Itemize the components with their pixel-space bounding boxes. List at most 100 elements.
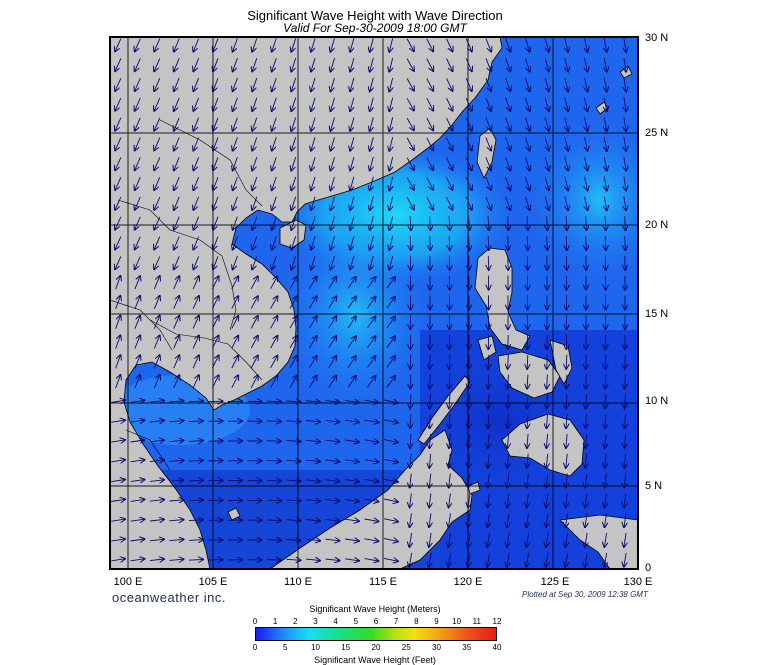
wave-arrow bbox=[410, 513, 412, 527]
wave-arrow bbox=[134, 276, 140, 290]
wave-arrow bbox=[266, 480, 281, 481]
wave-arrow bbox=[311, 97, 316, 111]
wave-arrow bbox=[233, 236, 238, 249]
wave-arrow bbox=[134, 336, 140, 349]
wave-arrow bbox=[111, 460, 125, 462]
wave-arrow bbox=[174, 157, 180, 170]
wave-arrow bbox=[389, 216, 392, 230]
wave-arrow bbox=[350, 137, 354, 150]
wave-arrow bbox=[604, 117, 607, 131]
wave-arrow bbox=[624, 117, 626, 131]
wave-arrow bbox=[169, 421, 184, 422]
wave-arrow bbox=[272, 117, 277, 131]
wave-arrow bbox=[508, 374, 509, 389]
wave-arrow bbox=[585, 533, 587, 547]
wave-arrow bbox=[364, 479, 379, 481]
wave-arrow bbox=[566, 394, 567, 408]
wave-arrow bbox=[192, 276, 199, 290]
wave-arrow bbox=[135, 196, 141, 210]
wave-arrow bbox=[565, 552, 567, 567]
wave-arrow bbox=[266, 520, 281, 521]
wave-arrow bbox=[565, 176, 568, 191]
wave-arrow bbox=[625, 414, 626, 428]
wave-arrow bbox=[468, 552, 470, 567]
wave-arrow bbox=[624, 552, 626, 567]
wave-arrow bbox=[111, 499, 125, 501]
wave-arrow bbox=[291, 255, 297, 269]
high-wave-zone-east bbox=[530, 120, 638, 280]
wave-arrow bbox=[252, 196, 258, 210]
wave-arrow bbox=[149, 500, 164, 502]
wave-arrow bbox=[624, 57, 626, 72]
wave-arrow bbox=[266, 540, 281, 541]
wave-arrow bbox=[545, 77, 549, 91]
wave-arrow bbox=[115, 38, 122, 52]
wave-arrow bbox=[213, 236, 219, 250]
wave-arrow bbox=[469, 414, 470, 428]
wave-arrow bbox=[350, 57, 354, 71]
wave-arrow bbox=[174, 236, 180, 250]
wave-arrow bbox=[389, 137, 392, 151]
wave-arrow bbox=[586, 354, 587, 369]
wave-arrow bbox=[469, 374, 470, 389]
wave-arrow bbox=[328, 277, 337, 289]
wave-arrow bbox=[605, 374, 606, 389]
map-frame bbox=[109, 36, 639, 570]
wave-arrow bbox=[213, 38, 219, 52]
wave-arrow bbox=[350, 196, 354, 210]
wave-arrow bbox=[446, 157, 453, 171]
wave-arrow bbox=[386, 336, 395, 348]
wave-arrow bbox=[350, 97, 354, 111]
wave-arrow bbox=[410, 394, 411, 408]
lon-tick: 125 E bbox=[540, 576, 570, 588]
wave-arrow bbox=[488, 473, 490, 488]
wave-arrow bbox=[350, 117, 354, 131]
wave-arrow bbox=[231, 375, 238, 389]
wave-arrow bbox=[527, 354, 528, 369]
wave-arrow bbox=[173, 355, 180, 369]
wave-arrow bbox=[585, 433, 586, 448]
wave-arrow bbox=[135, 177, 141, 190]
wave-arrow bbox=[527, 453, 528, 468]
wave-arrow bbox=[527, 493, 529, 508]
wave-arrow bbox=[286, 441, 301, 442]
wave-arrow bbox=[524, 97, 529, 111]
wave-arrow bbox=[505, 58, 511, 71]
wave-arrow bbox=[604, 38, 607, 52]
wave-arrow bbox=[266, 500, 281, 501]
wave-arrow bbox=[488, 493, 490, 508]
wave-arrow bbox=[188, 559, 203, 560]
wave-arrow bbox=[135, 256, 141, 269]
wave-arrow bbox=[135, 58, 141, 71]
wave-arrow bbox=[331, 176, 335, 190]
wave-arrow bbox=[485, 58, 491, 71]
wave-arrow bbox=[585, 156, 588, 171]
wave-arrow bbox=[233, 137, 238, 150]
wave-arrow bbox=[429, 552, 431, 567]
wave-arrow bbox=[386, 317, 395, 329]
wave-arrow bbox=[272, 157, 277, 170]
wave-arrow bbox=[325, 460, 340, 462]
wave-arrow bbox=[426, 157, 433, 170]
wave-arrow bbox=[410, 235, 411, 250]
wave-direction-arrows bbox=[111, 38, 626, 567]
wave-arrow bbox=[211, 316, 218, 329]
wave-arrow bbox=[115, 316, 121, 329]
wave-arrow bbox=[231, 336, 238, 349]
wave-arrow bbox=[308, 277, 316, 289]
wave-arrow bbox=[605, 235, 606, 250]
wave-arrow bbox=[252, 117, 258, 131]
wave-arrow bbox=[311, 77, 316, 91]
wave-arrow bbox=[154, 58, 161, 71]
wave-arrow bbox=[135, 216, 141, 230]
legend-meter-tick: 8 bbox=[414, 617, 419, 626]
wave-arrow bbox=[305, 539, 320, 540]
wave-arrow bbox=[345, 480, 359, 482]
wave-arrow bbox=[149, 460, 164, 462]
wave-arrow bbox=[192, 355, 199, 369]
wave-arrow bbox=[252, 176, 258, 190]
legend-meter-tick: 11 bbox=[472, 617, 481, 626]
lon-tick: 105 E bbox=[198, 576, 228, 588]
wave-arrow bbox=[149, 401, 164, 403]
wave-arrow bbox=[266, 461, 281, 462]
